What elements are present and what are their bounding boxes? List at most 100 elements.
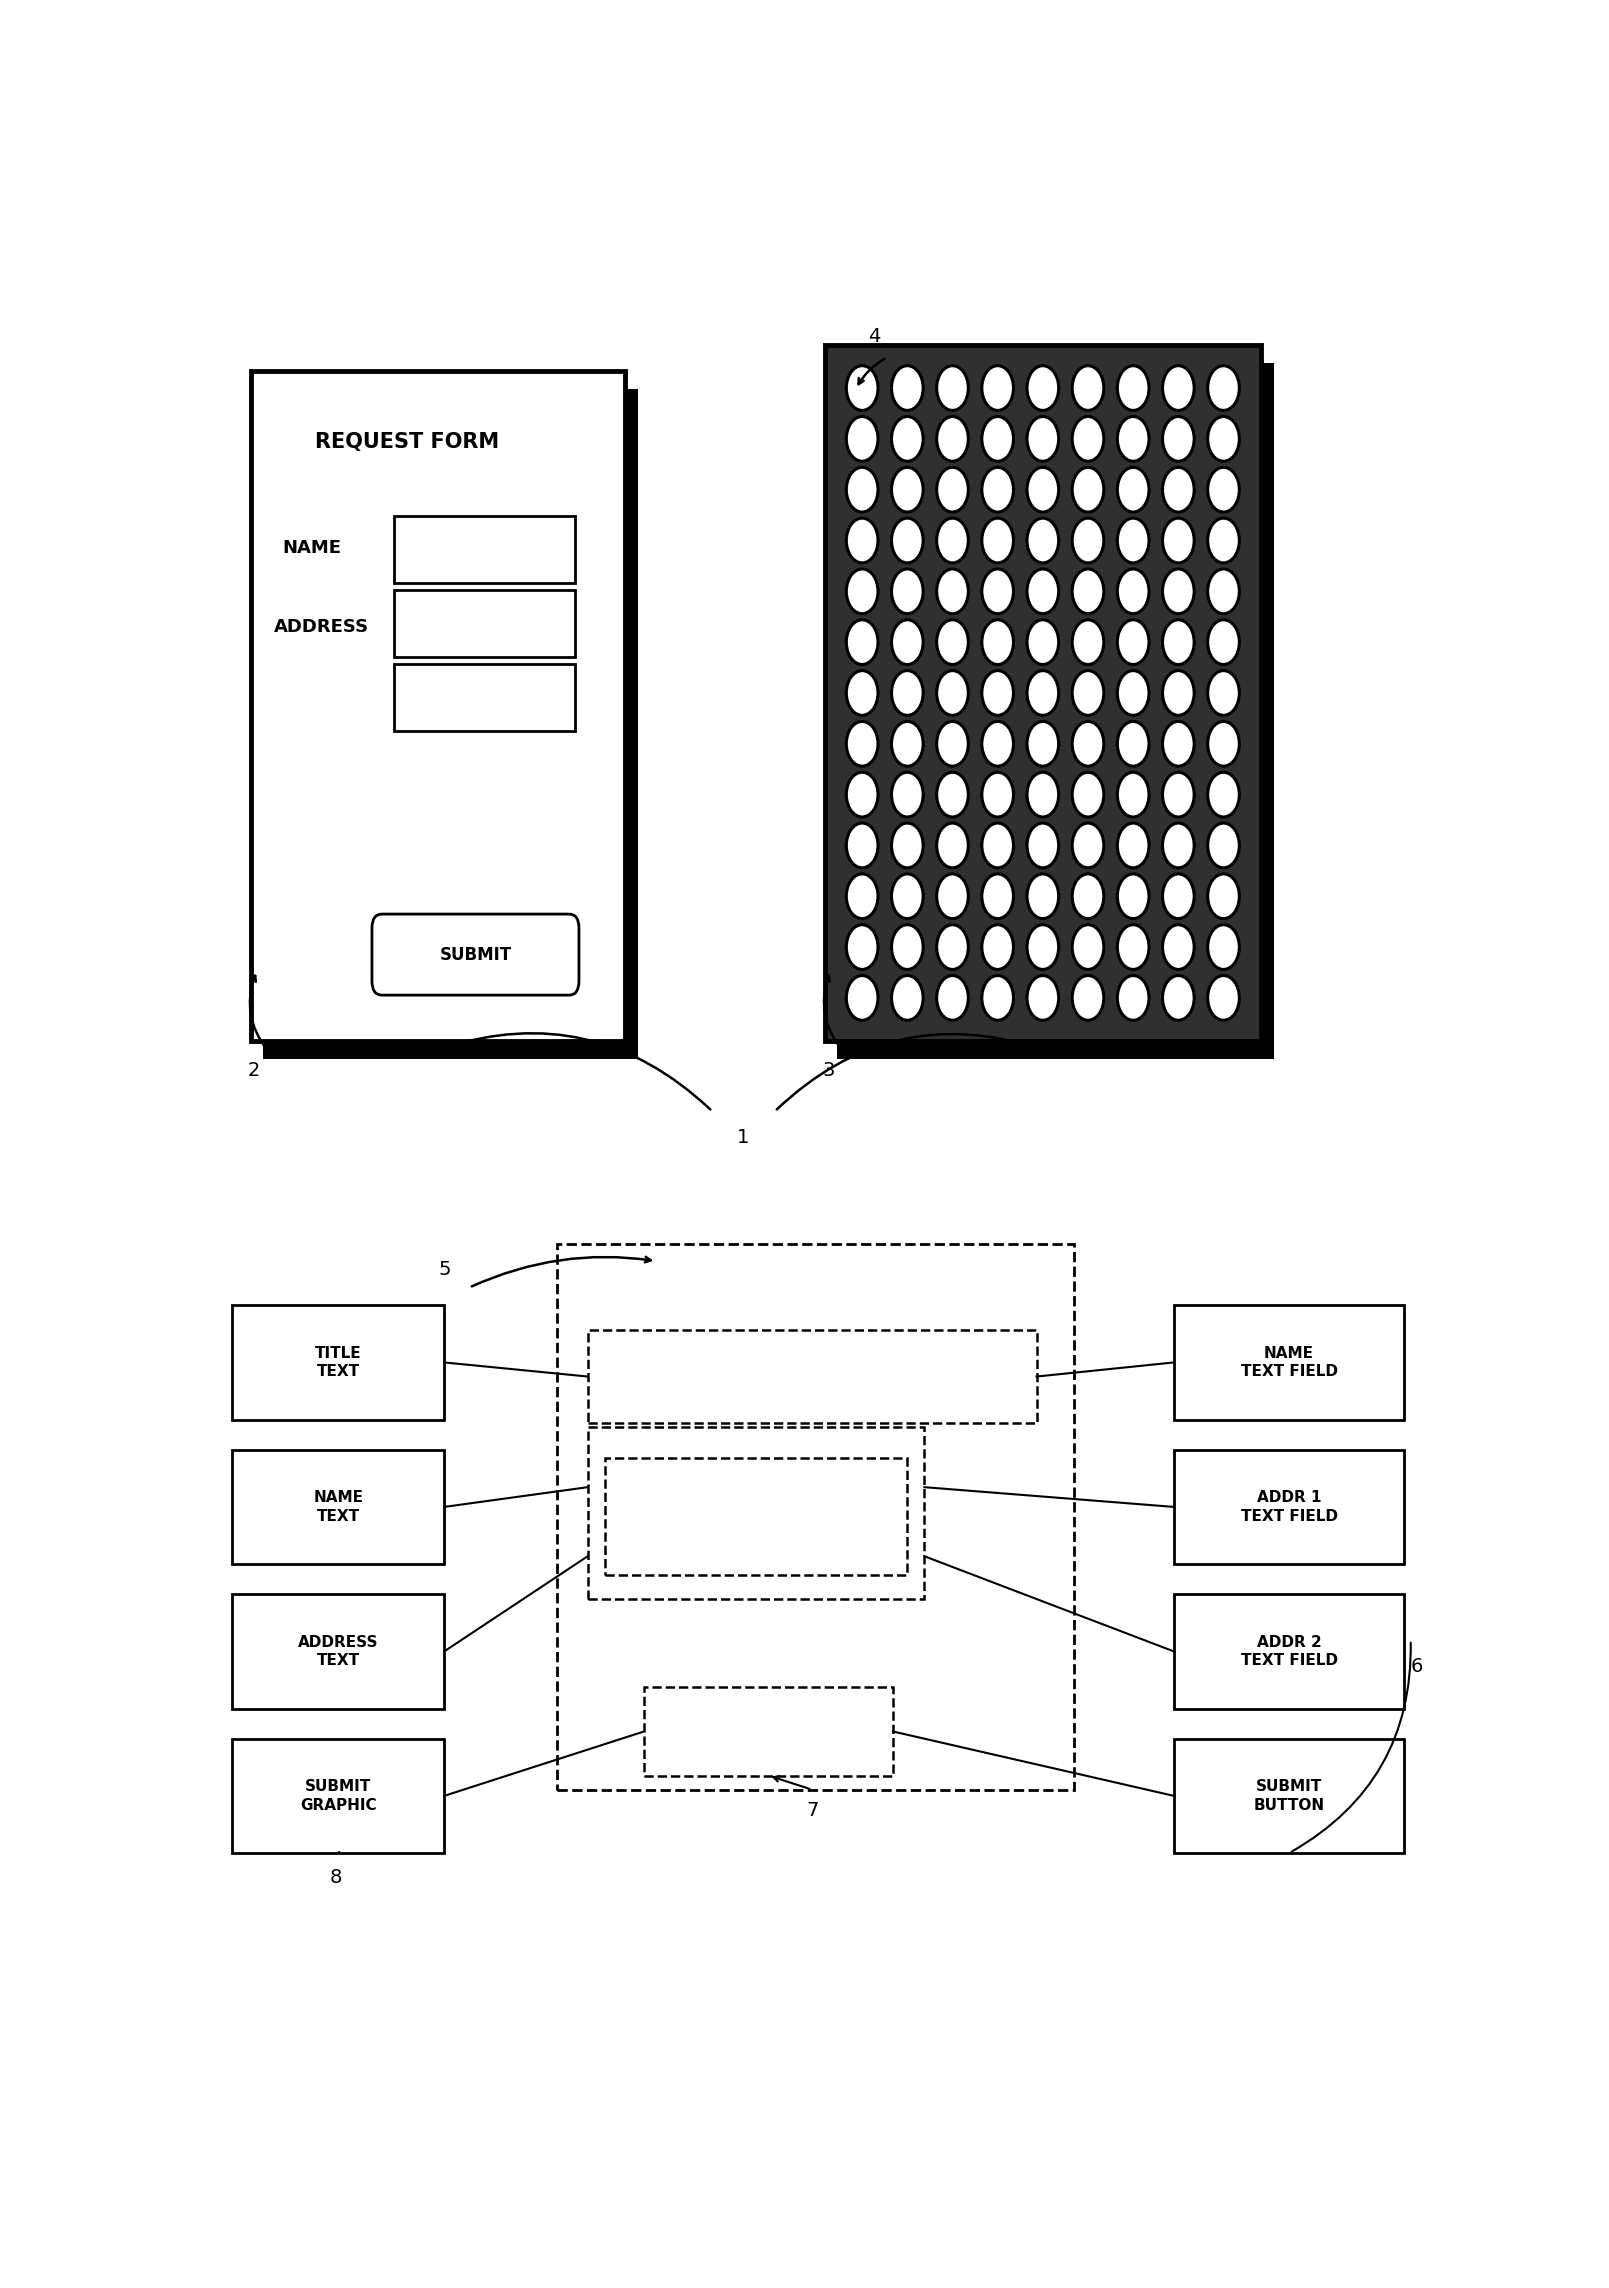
Circle shape — [1163, 975, 1194, 1020]
Circle shape — [1208, 721, 1239, 766]
Circle shape — [1208, 874, 1239, 917]
Text: NAME
TEXT FIELD: NAME TEXT FIELD — [1241, 1345, 1337, 1380]
Circle shape — [1072, 467, 1104, 513]
Text: REQUEST FORM: REQUEST FORM — [315, 432, 499, 453]
Circle shape — [1163, 670, 1194, 716]
Circle shape — [891, 773, 924, 817]
Circle shape — [1117, 824, 1149, 867]
Circle shape — [1072, 620, 1104, 664]
Circle shape — [1208, 517, 1239, 563]
Circle shape — [846, 517, 879, 563]
Circle shape — [1208, 824, 1239, 867]
Circle shape — [1117, 467, 1149, 513]
Bar — [394, 590, 576, 657]
Circle shape — [1117, 620, 1149, 664]
Text: 1: 1 — [737, 1128, 750, 1146]
Circle shape — [891, 366, 924, 410]
Circle shape — [1163, 824, 1194, 867]
Circle shape — [846, 824, 879, 867]
Circle shape — [1072, 824, 1104, 867]
Circle shape — [936, 570, 969, 613]
Circle shape — [1027, 721, 1059, 766]
Circle shape — [1117, 773, 1149, 817]
Circle shape — [981, 366, 1014, 410]
Circle shape — [936, 721, 969, 766]
Circle shape — [1163, 570, 1194, 613]
Circle shape — [981, 620, 1014, 664]
Circle shape — [1163, 773, 1194, 817]
Circle shape — [1072, 366, 1104, 410]
Circle shape — [1027, 874, 1059, 917]
Circle shape — [1117, 975, 1149, 1020]
Circle shape — [846, 467, 879, 513]
Circle shape — [1027, 924, 1059, 970]
Circle shape — [981, 416, 1014, 462]
Circle shape — [1163, 721, 1194, 766]
Circle shape — [1072, 517, 1104, 563]
Circle shape — [1027, 416, 1059, 462]
Text: SUBMIT
GRAPHIC: SUBMIT GRAPHIC — [299, 1780, 377, 1812]
Circle shape — [1163, 366, 1194, 410]
Text: 2: 2 — [248, 1062, 259, 1080]
Circle shape — [891, 416, 924, 462]
Circle shape — [1072, 570, 1104, 613]
Bar — [1173, 1595, 1405, 1709]
Circle shape — [936, 975, 969, 1020]
Bar — [232, 1595, 444, 1709]
Circle shape — [1163, 517, 1194, 563]
Circle shape — [936, 517, 969, 563]
Circle shape — [1027, 366, 1059, 410]
Circle shape — [1027, 824, 1059, 867]
Bar — [251, 371, 624, 1041]
Circle shape — [846, 924, 879, 970]
Circle shape — [1117, 721, 1149, 766]
Circle shape — [981, 721, 1014, 766]
Bar — [1173, 1451, 1405, 1565]
Bar — [264, 389, 637, 1059]
Circle shape — [1027, 773, 1059, 817]
Circle shape — [981, 670, 1014, 716]
Circle shape — [1117, 670, 1149, 716]
Circle shape — [1117, 416, 1149, 462]
Circle shape — [936, 874, 969, 917]
Text: 7: 7 — [806, 1801, 819, 1821]
Circle shape — [1163, 620, 1194, 664]
Circle shape — [891, 620, 924, 664]
Circle shape — [981, 975, 1014, 1020]
Text: SUBMIT: SUBMIT — [439, 945, 512, 963]
Circle shape — [1072, 721, 1104, 766]
Text: SUBMIT
BUTTON: SUBMIT BUTTON — [1253, 1780, 1324, 1812]
Circle shape — [846, 975, 879, 1020]
Bar — [587, 1329, 1036, 1423]
Circle shape — [1163, 874, 1194, 917]
Text: ADDRESS
TEXT: ADDRESS TEXT — [298, 1634, 378, 1668]
Text: 5: 5 — [438, 1261, 451, 1279]
Circle shape — [846, 874, 879, 917]
Circle shape — [1117, 366, 1149, 410]
Circle shape — [1117, 570, 1149, 613]
Circle shape — [846, 670, 879, 716]
Circle shape — [1163, 416, 1194, 462]
Circle shape — [1072, 670, 1104, 716]
Circle shape — [1163, 924, 1194, 970]
Circle shape — [846, 570, 879, 613]
Circle shape — [1027, 517, 1059, 563]
Circle shape — [936, 670, 969, 716]
Circle shape — [1072, 874, 1104, 917]
Bar — [232, 1304, 444, 1419]
Circle shape — [1027, 570, 1059, 613]
Circle shape — [1027, 620, 1059, 664]
Circle shape — [846, 416, 879, 462]
Circle shape — [936, 824, 969, 867]
Circle shape — [936, 416, 969, 462]
Circle shape — [891, 924, 924, 970]
Circle shape — [981, 874, 1014, 917]
Circle shape — [846, 620, 879, 664]
Circle shape — [891, 467, 924, 513]
Text: 6: 6 — [1411, 1657, 1422, 1675]
Circle shape — [1072, 975, 1104, 1020]
Text: ADDR 2
TEXT FIELD: ADDR 2 TEXT FIELD — [1241, 1634, 1337, 1668]
Circle shape — [1117, 517, 1149, 563]
Circle shape — [981, 773, 1014, 817]
Text: 8: 8 — [330, 1869, 343, 1888]
